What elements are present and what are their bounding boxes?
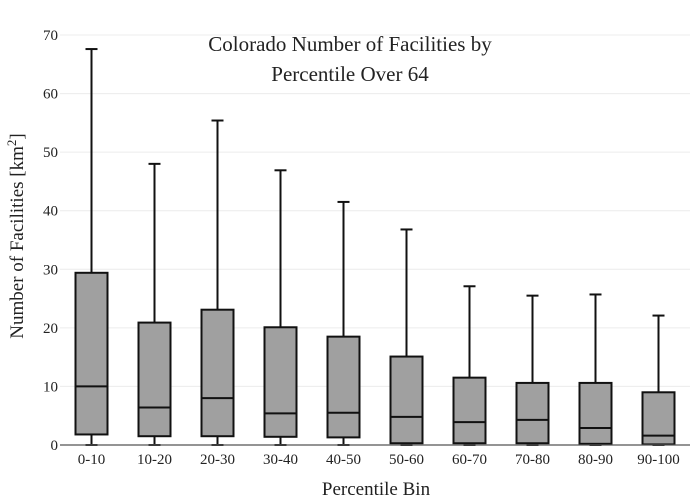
y-tick-label: 0: [51, 438, 59, 454]
box-plot-80-90: [578, 293, 613, 446]
box-plot-40-50: [326, 200, 361, 446]
box-iqr: [263, 326, 298, 438]
x-tick-label: 60-70: [452, 452, 487, 468]
y-axis-label-end: ]: [7, 133, 28, 139]
box-plot-60-70: [452, 285, 487, 446]
box-iqr: [452, 376, 487, 445]
y-tick-label: 60: [43, 87, 58, 103]
box-iqr: [200, 308, 235, 438]
box-iqr: [137, 321, 172, 438]
x-tick-label: 70-80: [515, 452, 550, 468]
box-plot-50-60: [389, 228, 424, 446]
y-tick-label: 20: [43, 321, 58, 337]
box-iqr: [74, 271, 109, 436]
x-tick-label: 20-30: [200, 452, 235, 468]
y-tick-label: 10: [43, 379, 58, 395]
box-iqr: [326, 335, 361, 439]
box-plot-20-30: [200, 119, 235, 446]
box-plot-10-20: [137, 162, 172, 446]
x-axis-label: Percentile Bin: [322, 479, 431, 500]
y-tick-label: 50: [43, 145, 58, 161]
box-plot-90-100: [641, 314, 676, 446]
chart-title-line-1: Colorado Number of Facilities by: [208, 32, 492, 56]
box-iqr: [389, 355, 424, 445]
chart-title-line-2: Percentile Over 64: [271, 62, 429, 86]
y-axis-label-main: Number of Facilities [km: [7, 146, 28, 339]
y-tick-label: 70: [43, 28, 58, 44]
box-plots: [74, 48, 676, 446]
y-axis-label-superscript: 2: [4, 140, 19, 147]
x-tick-label: 80-90: [578, 452, 613, 468]
box-plot-70-80: [515, 294, 550, 446]
x-tick-labels: 0-10 10-20 20-30 30-40 40-50 50-60 60-70 70-80 8…: [78, 452, 680, 468]
x-tick-label: 90-100: [637, 452, 680, 468]
x-tick-label: 30-40: [263, 452, 298, 468]
x-tick-label: 0-10: [78, 452, 106, 468]
x-tick-label: 10-20: [137, 452, 172, 468]
x-tick-label: 40-50: [326, 452, 361, 468]
box-plot-0-10: [74, 48, 109, 446]
box-plot-30-40: [263, 169, 298, 446]
box-iqr: [515, 381, 550, 445]
x-tick-label: 50-60: [389, 452, 424, 468]
y-axis-label: Number of Facilities [km2]: [4, 133, 28, 338]
y-tick-label: 40: [43, 204, 58, 220]
y-tick-label: 30: [43, 262, 58, 278]
y-tick-labels: 0 10 20 30 40 50 60 70: [43, 28, 58, 454]
box-iqr: [578, 381, 613, 445]
